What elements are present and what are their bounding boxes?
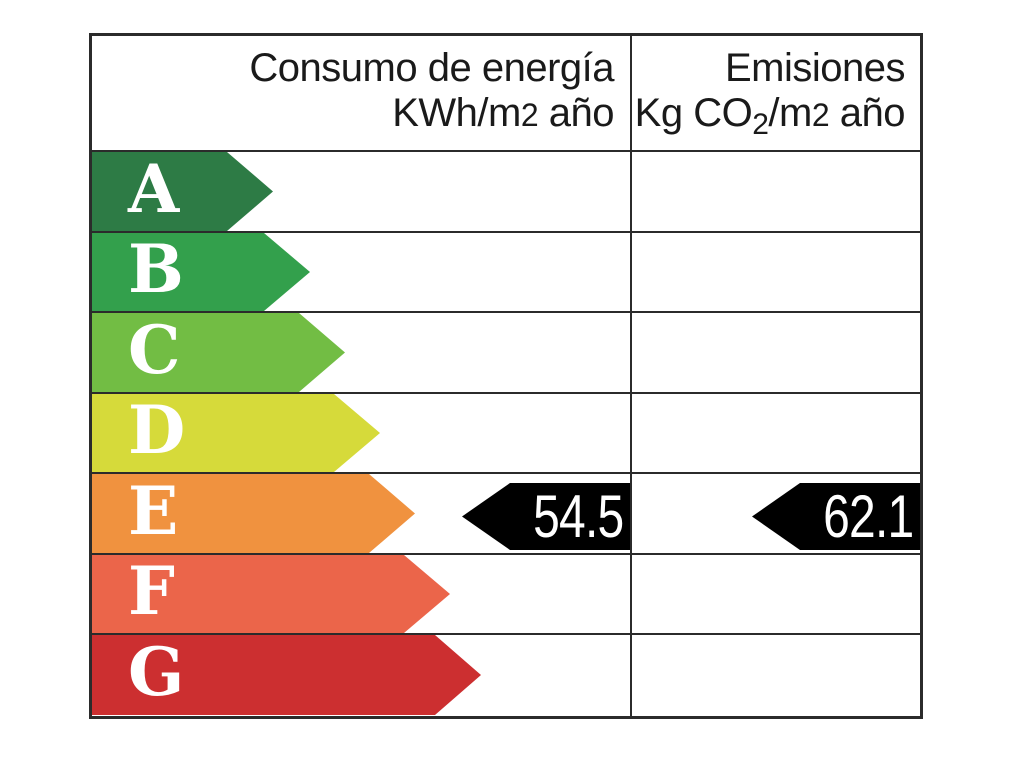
rating-letter: B <box>128 230 184 308</box>
rating-band-a: A <box>92 152 273 231</box>
row-divider <box>92 472 920 474</box>
row-divider <box>92 553 920 555</box>
row-divider <box>92 231 920 233</box>
emisiones-header-line2: Kg CO2/m2 año <box>634 91 906 141</box>
rating-table: Consumo de energía KWh/m2 año Emisiones … <box>89 33 923 719</box>
rating-letter: A <box>128 149 180 228</box>
row-divider <box>92 150 920 152</box>
consumo-header-line2: KWh/m2 año <box>392 91 614 135</box>
rating-letter: D <box>128 391 186 469</box>
column-divider <box>630 36 632 716</box>
emisiones-column-header: Emisiones Kg CO2/m2 año <box>632 36 920 150</box>
row-divider <box>92 633 920 635</box>
rating-letter: G <box>128 633 185 711</box>
row-divider <box>92 392 920 394</box>
row-divider <box>92 311 920 313</box>
emisiones-value-arrow: 62.1 <box>752 483 920 550</box>
emisiones-value: 62.1 <box>823 482 914 550</box>
consumo-value-arrow: 54.5 <box>462 483 630 550</box>
rating-band-f: F <box>92 555 450 633</box>
rating-letter: E <box>128 471 179 550</box>
rating-letter: F <box>128 552 175 630</box>
emisiones-header-line1: Emisiones <box>724 46 906 90</box>
consumo-value: 54.5 <box>533 482 624 550</box>
rating-letter: C <box>128 310 181 389</box>
rating-band-b: B <box>92 233 310 311</box>
rating-band-e: E <box>92 474 415 553</box>
consumo-column-header: Consumo de energía KWh/m2 año <box>92 36 630 150</box>
rating-band-d: D <box>92 394 380 472</box>
rating-band-c: C <box>92 313 345 392</box>
rating-band-g: G <box>92 635 481 715</box>
consumo-header-line1: Consumo de energía <box>249 46 614 90</box>
